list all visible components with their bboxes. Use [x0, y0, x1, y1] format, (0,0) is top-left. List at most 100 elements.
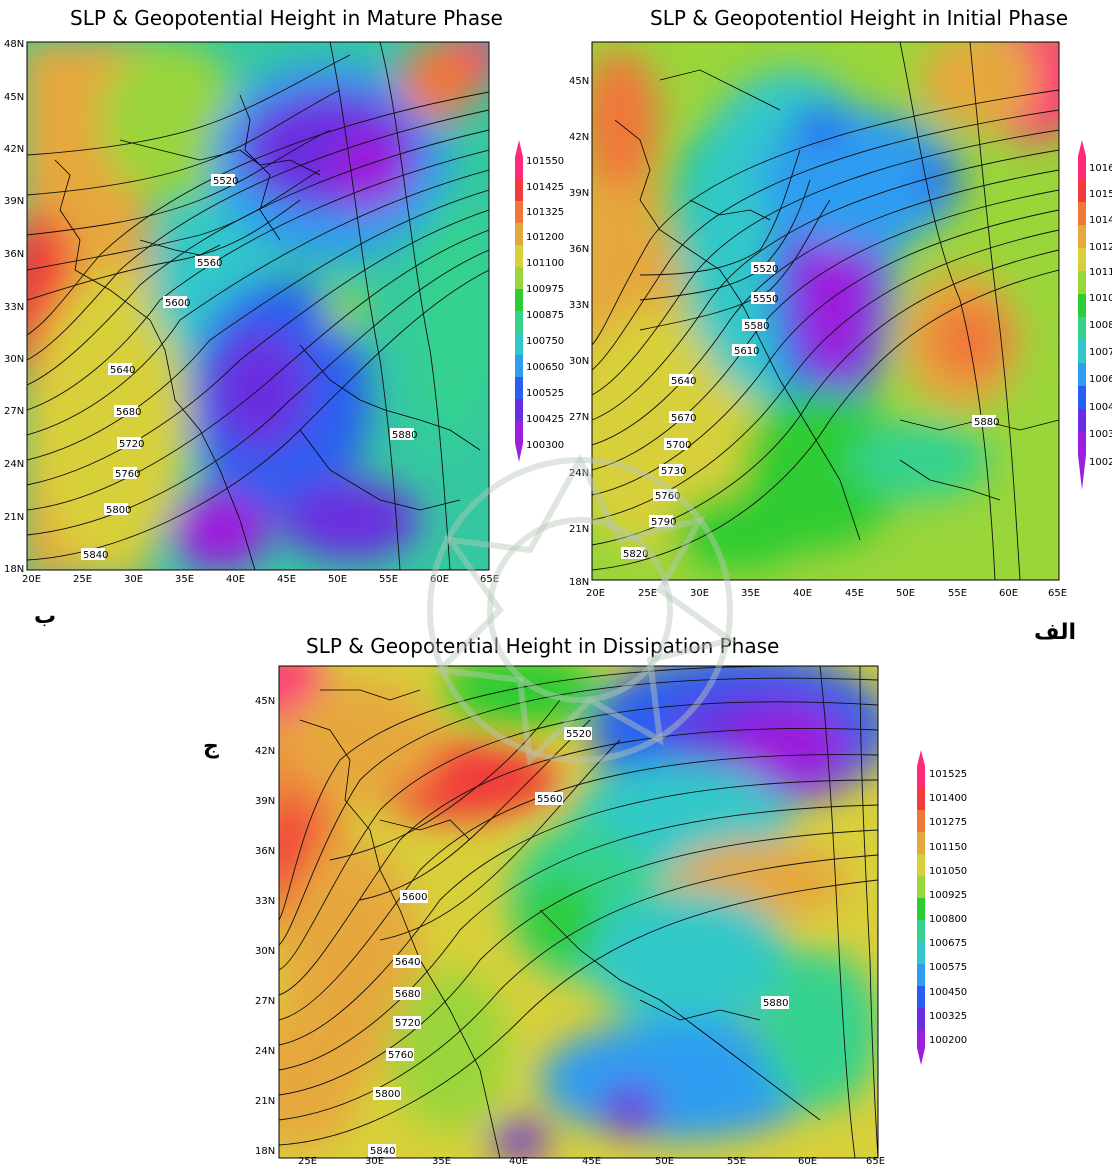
initial-contours: [592, 42, 1059, 580]
svg-text:100875: 100875: [1089, 320, 1112, 331]
initial-map: 5520 5550 5580 5610 5640 5670 5700 5730 …: [569, 41, 1112, 599]
svg-text:5720: 5720: [395, 1018, 420, 1029]
svg-text:27N: 27N: [4, 406, 24, 417]
svg-text:35E: 35E: [432, 1156, 451, 1166]
svg-text:5790: 5790: [651, 517, 676, 528]
svg-text:35E: 35E: [175, 574, 194, 585]
svg-text:5880: 5880: [974, 417, 999, 428]
svg-text:5680: 5680: [395, 989, 420, 1000]
svg-text:40E: 40E: [793, 588, 812, 599]
svg-text:55E: 55E: [948, 588, 967, 599]
svg-text:5580: 5580: [744, 321, 769, 332]
svg-text:101050: 101050: [929, 866, 967, 877]
svg-text:50E: 50E: [655, 1156, 674, 1166]
svg-text:24N: 24N: [255, 1046, 275, 1057]
svg-text:100525: 100525: [526, 388, 564, 399]
svg-text:30N: 30N: [255, 946, 275, 957]
svg-text:5700: 5700: [666, 440, 691, 451]
svg-text:100650: 100650: [526, 362, 564, 373]
svg-text:5560: 5560: [537, 794, 562, 805]
svg-text:5760: 5760: [655, 491, 680, 502]
svg-text:5560: 5560: [197, 258, 222, 269]
svg-text:45E: 45E: [582, 1156, 601, 1166]
svg-text:100325: 100325: [929, 1011, 967, 1022]
svg-text:5880: 5880: [392, 430, 417, 441]
svg-text:42N: 42N: [4, 144, 24, 155]
svg-text:101400: 101400: [1089, 215, 1112, 226]
svg-text:60E: 60E: [999, 588, 1018, 599]
svg-text:100975: 100975: [526, 284, 564, 295]
svg-text:36N: 36N: [255, 846, 275, 857]
svg-text:100575: 100575: [929, 962, 967, 973]
svg-text:30N: 30N: [4, 354, 24, 365]
dissipation-label: ج: [203, 734, 219, 759]
svg-text:20E: 20E: [586, 588, 605, 599]
mature-y-ticks: 48N 45N 42N 39N 36N 33N 30N 27N 24N 21N …: [4, 39, 24, 575]
svg-text:39N: 39N: [4, 196, 24, 207]
mature-contours: [27, 42, 489, 570]
svg-text:65E: 65E: [480, 574, 499, 585]
svg-text:100425: 100425: [526, 414, 564, 425]
svg-text:39N: 39N: [569, 188, 589, 199]
svg-text:5670: 5670: [671, 413, 696, 424]
svg-text:100800: 100800: [929, 914, 967, 925]
svg-text:55E: 55E: [727, 1156, 746, 1166]
initial-label: الف: [1034, 620, 1077, 645]
svg-text:101200: 101200: [526, 232, 564, 243]
svg-text:101325: 101325: [526, 207, 564, 218]
svg-text:42N: 42N: [569, 132, 589, 143]
dissipation-map: 5520 5560 5600 5640 5680 5720 5760 5800 …: [255, 665, 967, 1166]
svg-text:101100: 101100: [526, 258, 564, 269]
svg-text:100450: 100450: [929, 987, 967, 998]
svg-text:65E: 65E: [866, 1156, 885, 1166]
svg-text:50E: 50E: [328, 574, 347, 585]
svg-text:18N: 18N: [4, 564, 24, 575]
svg-text:5840: 5840: [83, 550, 108, 561]
svg-text:36N: 36N: [4, 249, 24, 260]
svg-text:5760: 5760: [115, 469, 140, 480]
svg-text:101275: 101275: [1089, 242, 1112, 253]
svg-text:5820: 5820: [623, 549, 648, 560]
svg-text:5520: 5520: [213, 176, 238, 187]
initial-title: SLP & Geopotentiol Height in Initial Pha…: [650, 6, 1069, 30]
svg-text:100200: 100200: [929, 1035, 967, 1046]
svg-text:5840: 5840: [370, 1146, 395, 1157]
svg-text:101550: 101550: [526, 156, 564, 167]
dissipation-title: SLP & Geopotential Height in Dissipation…: [306, 634, 780, 658]
svg-text:33N: 33N: [569, 300, 589, 311]
initial-x-ticks: 20E 25E 30E 35E 40E 45E 50E 55E 60E 65E: [586, 588, 1067, 599]
svg-text:60E: 60E: [798, 1156, 817, 1166]
svg-text:5550: 5550: [753, 294, 778, 305]
mature-colorbar: 101550 101425 101325 101200 101100 10097…: [515, 140, 564, 462]
svg-text:5640: 5640: [671, 376, 696, 387]
svg-text:45N: 45N: [255, 696, 275, 707]
svg-text:101425: 101425: [526, 182, 564, 193]
svg-text:101525: 101525: [1089, 189, 1112, 200]
dissipation-x-ticks: 25E 30E 35E 40E 45E 50E 55E 60E 65E: [298, 1156, 885, 1166]
svg-text:100225: 100225: [1089, 457, 1112, 468]
svg-text:18N: 18N: [569, 577, 589, 588]
initial-contour-labels: 5520 5550 5580 5610 5640 5670 5700 5730 …: [621, 262, 999, 560]
svg-text:45N: 45N: [4, 92, 24, 103]
svg-text:5680: 5680: [116, 407, 141, 418]
svg-text:100750: 100750: [526, 336, 564, 347]
svg-text:5720: 5720: [119, 439, 144, 450]
svg-text:100925: 100925: [929, 890, 967, 901]
svg-text:101275: 101275: [929, 817, 967, 828]
svg-text:36N: 36N: [569, 244, 589, 255]
svg-text:100350: 100350: [1089, 429, 1112, 440]
svg-text:5520: 5520: [566, 729, 591, 740]
svg-text:50E: 50E: [896, 588, 915, 599]
initial-colorbar: 101650 101525 101400 101275 101125 10100…: [1078, 140, 1112, 490]
svg-text:40E: 40E: [226, 574, 245, 585]
svg-text:21N: 21N: [255, 1096, 275, 1107]
svg-text:21N: 21N: [4, 512, 24, 523]
svg-text:24N: 24N: [569, 468, 589, 479]
svg-text:100750: 100750: [1089, 347, 1112, 358]
svg-text:24N: 24N: [4, 459, 24, 470]
svg-text:48N: 48N: [4, 39, 24, 50]
svg-text:100675: 100675: [929, 938, 967, 949]
svg-text:35E: 35E: [741, 588, 760, 599]
svg-text:27N: 27N: [255, 996, 275, 1007]
